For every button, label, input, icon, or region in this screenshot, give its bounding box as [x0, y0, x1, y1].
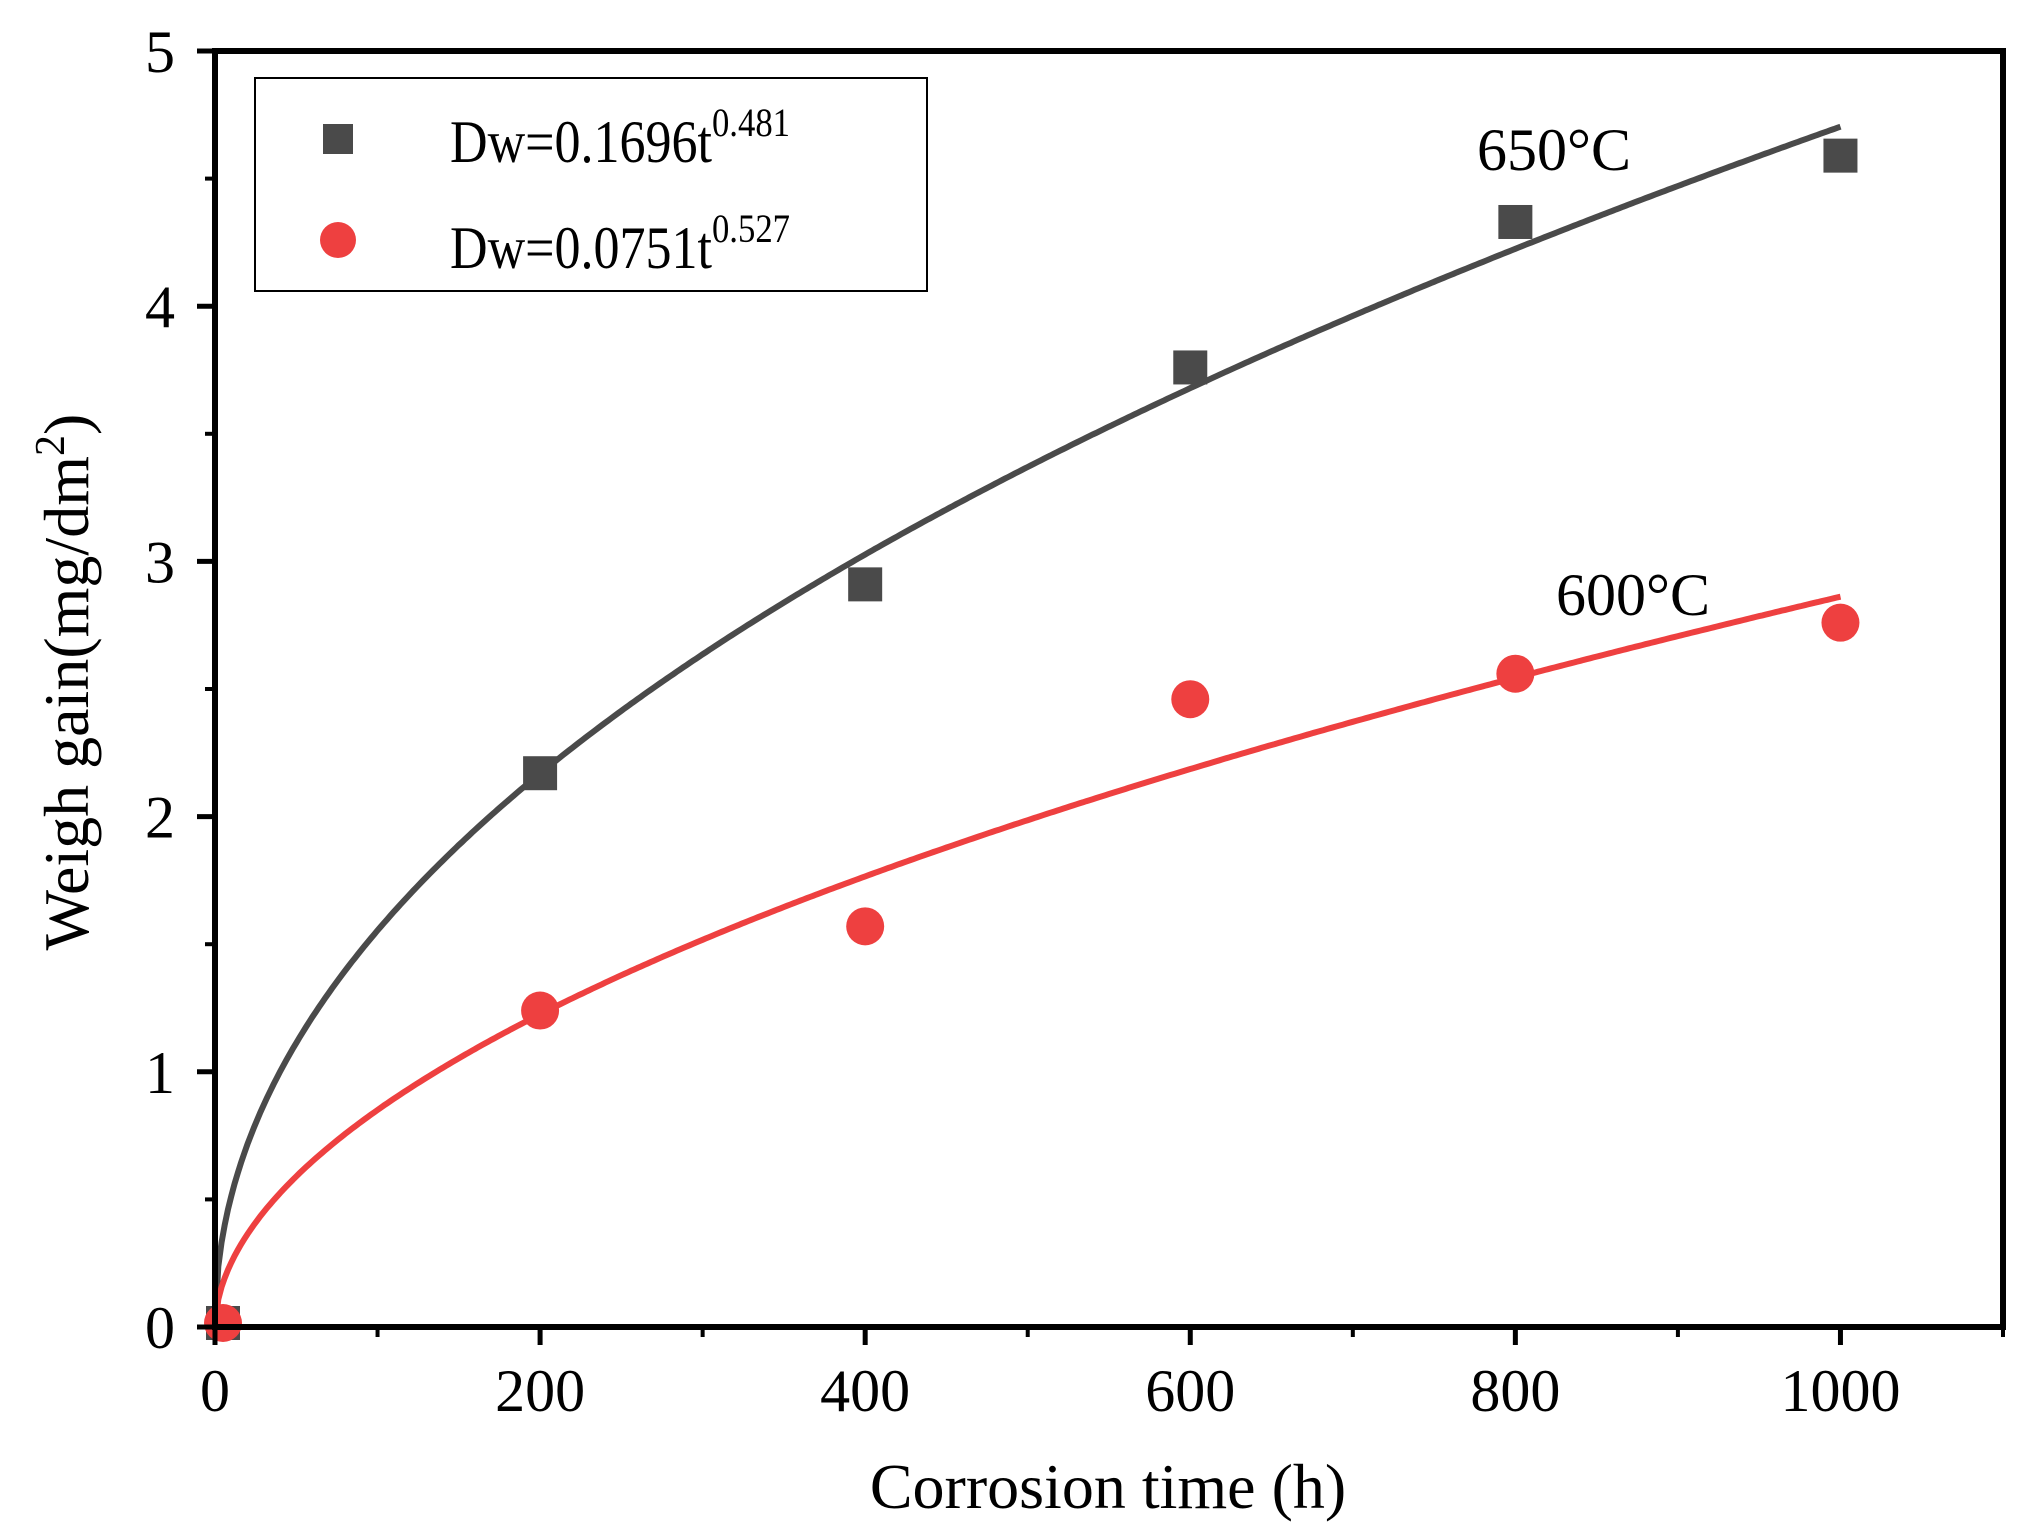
data-point-600 [1171, 680, 1210, 719]
y-tick-label: 2 [145, 785, 175, 851]
y-axis-ticks: 0 1 2 3 4 5 [145, 19, 215, 1361]
y-axis-label: Weigh gain(mg/dm2) [28, 414, 102, 951]
data-point-600 [1821, 603, 1860, 642]
data-point-650 [1498, 204, 1533, 239]
legend-label-600: Dw=0.0751t0.527 [450, 206, 790, 281]
legend-label-650-base: Dw=0.1696t [450, 109, 712, 175]
legend: Dw=0.1696t0.481 Dw=0.0751t0.527 [254, 77, 928, 292]
y-tick-label: 0 [145, 1295, 175, 1361]
x-tick-label: 1000 [1780, 1358, 1900, 1424]
fit-curve-650 [212, 123, 1842, 1328]
y-axis-label-close: ) [31, 414, 102, 435]
data-point-650 [523, 756, 558, 791]
data-point-650 [1823, 138, 1858, 173]
y-tick-label: 5 [145, 19, 175, 85]
x-tick-label: 400 [820, 1358, 910, 1424]
series-600-markers [204, 603, 1860, 1342]
legend-box [254, 77, 928, 292]
y-tick-label: 4 [145, 274, 175, 340]
x-tick-label: 800 [1470, 1358, 1560, 1424]
y-tick-label: 1 [145, 1040, 175, 1106]
y-axis-label-main: Weigh gain(mg/dm [31, 456, 102, 950]
legend-marker-650 [323, 124, 353, 154]
x-axis-ticks: 0 200 400 600 800 1000 [200, 1327, 2005, 1424]
x-tick-label: 0 [200, 1358, 230, 1424]
data-point-600 [846, 907, 885, 946]
x-tick-label: 600 [1145, 1358, 1235, 1424]
annotation-650: 650°C [1477, 117, 1631, 183]
y-tick-label: 3 [145, 529, 175, 595]
legend-label-650: Dw=0.1696t0.481 [450, 100, 790, 175]
fit-curve-600 [212, 593, 1842, 1328]
legend-label-650-exp: 0.481 [712, 100, 790, 145]
x-tick-label: 200 [495, 1358, 585, 1424]
legend-label-600-base: Dw=0.0751t [450, 215, 712, 281]
y-axis-label-sup: 2 [28, 435, 74, 456]
data-point-600 [204, 1304, 242, 1342]
data-point-600 [1496, 654, 1535, 693]
data-point-600 [521, 991, 560, 1030]
data-point-650 [848, 567, 883, 602]
legend-label-600-exp: 0.527 [712, 206, 790, 251]
annotation-600: 600°C [1556, 562, 1710, 628]
legend-marker-600 [320, 222, 356, 258]
x-axis-label: Corrosion time (h) [870, 1451, 1346, 1522]
data-point-650 [1173, 350, 1208, 385]
